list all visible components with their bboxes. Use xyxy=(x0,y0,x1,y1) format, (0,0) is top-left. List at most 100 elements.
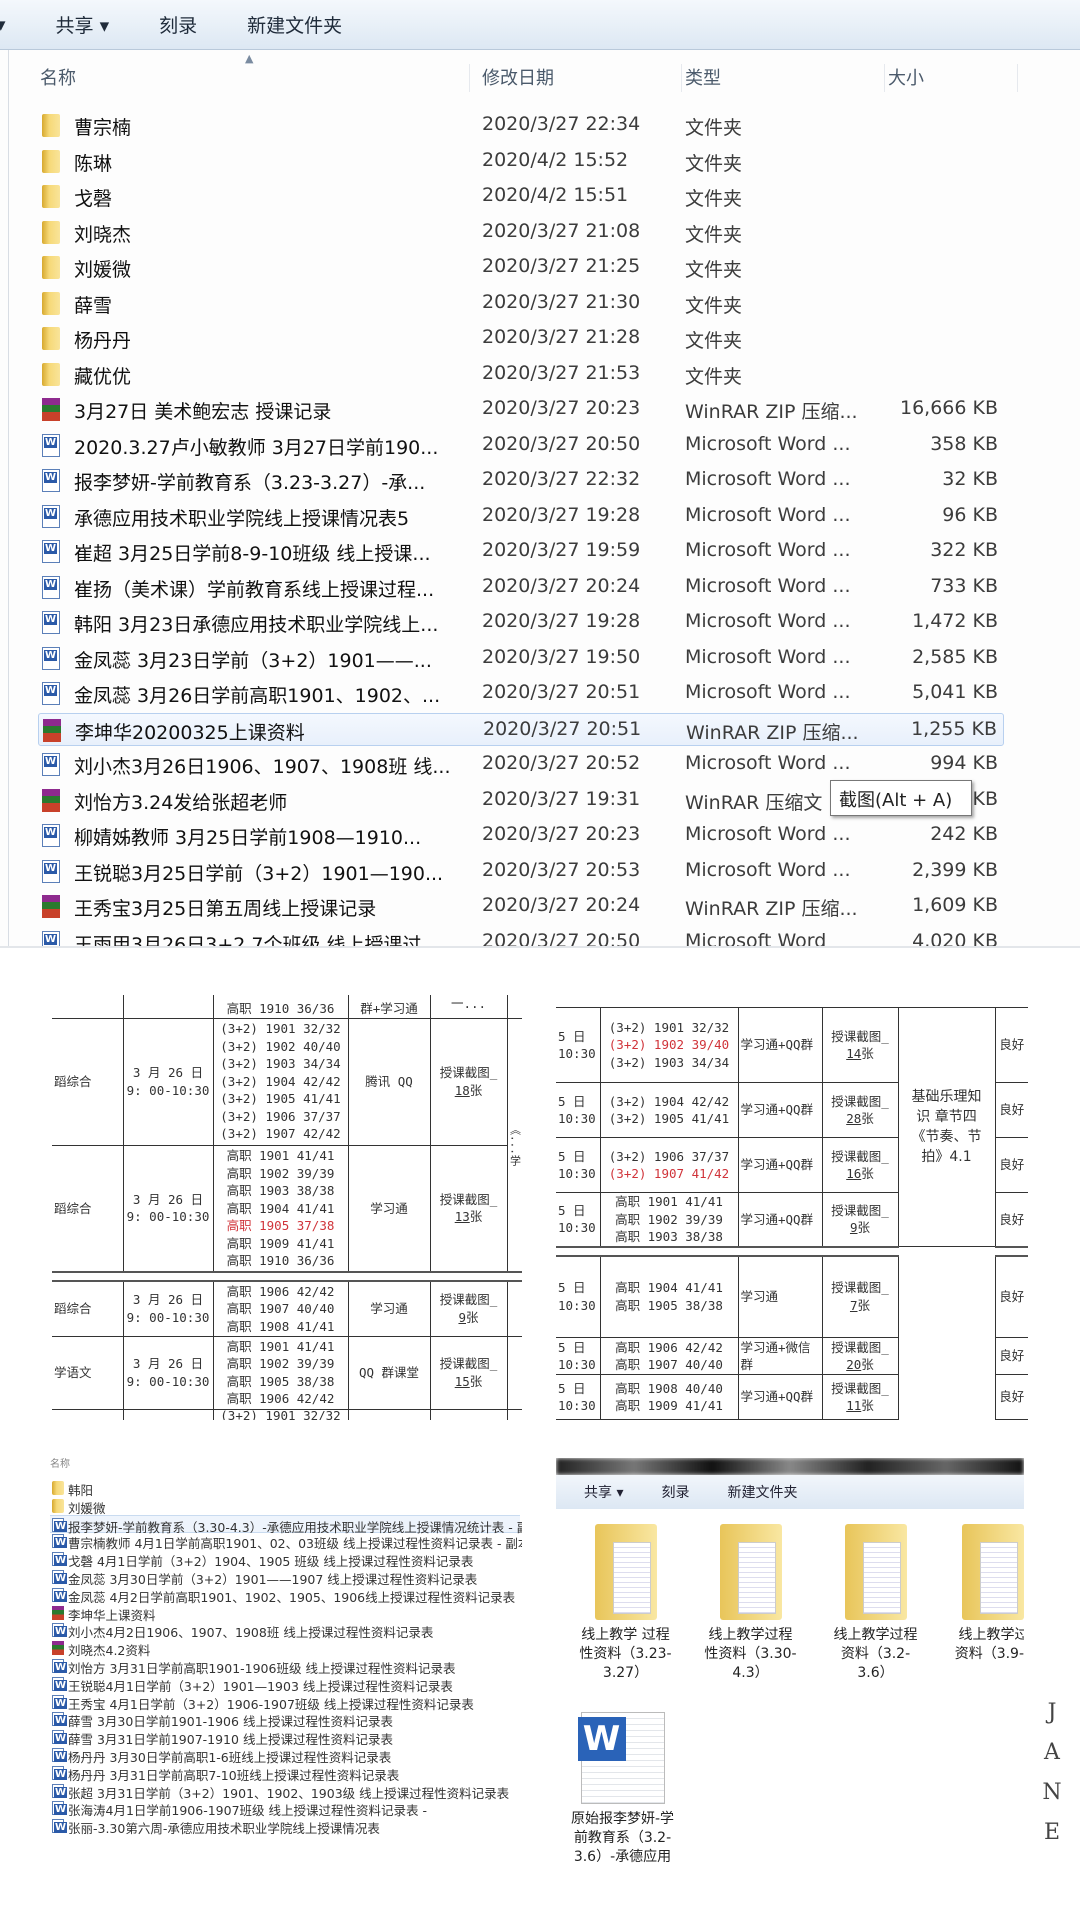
file-row[interactable]: 藏优优 2020/3/27 21:53 文件夹 xyxy=(38,358,1004,391)
file-row[interactable]: 报李梦妍-学前教育系（3.23-3.27）-承... 2020/3/27 22:3… xyxy=(38,464,1004,497)
folder-icon xyxy=(844,1524,907,1620)
file-list-item[interactable]: 刘怡方 3月31日学前高职1901-1906班级 线上授课过程性资料记录表 xyxy=(50,1657,520,1676)
folder-item[interactable]: 线上教学过程性资料（3.30-4.3） xyxy=(703,1524,798,1683)
file-list-item[interactable]: 薛雪 3月30日学前1901-1906 线上授课过程性资料记录表 xyxy=(50,1710,520,1729)
class-attendance: 高职 1909 41/41 xyxy=(615,1398,723,1413)
file-list-item[interactable]: 金凤蕊 3月30日学前（3+2）1901——1907 线上授课过程性资料记录表 xyxy=(50,1568,520,1587)
share-button[interactable]: 共享 ▾ xyxy=(55,15,110,37)
file-list-item[interactable]: 报李梦妍-学前教育系（3.30-4.3）-承德应用技术职业学院线上授课情况统计表… xyxy=(50,1514,522,1535)
folder-icon xyxy=(52,1498,64,1513)
file-row[interactable]: 2020.3.27卢小敏教师 3月27日学前190... 2020/3/27 20… xyxy=(38,429,1004,462)
file-row[interactable]: 金凤蕊 3月23日学前（3+2）1901——... 2020/3/27 19:50… xyxy=(38,642,1004,675)
file-list-item[interactable]: 王秀宝 4月1日学前（3+2）1906-1907班级 线上授课过程性资料记录表 xyxy=(50,1693,520,1712)
rar-icon xyxy=(42,788,60,812)
file-type: Microsoft Word ... xyxy=(685,574,851,597)
file-list-item[interactable]: 李坤华上课资料 xyxy=(50,1604,520,1623)
class-attendance: (3+2) 1903 34/34 xyxy=(220,1056,341,1072)
file-name: 曹宗楠 xyxy=(74,117,132,139)
class-time: 5 日 10:30 xyxy=(556,1137,601,1193)
column-header-name[interactable]: 名称 xyxy=(40,64,470,92)
file-list-item[interactable]: 金凤蕊 4月2日学前高职1901、1902、1905、1906线上授课过程性资料… xyxy=(50,1586,520,1605)
burn-button-2[interactable]: 刻录 xyxy=(661,1485,690,1501)
burn-button[interactable]: 刻录 xyxy=(159,15,198,37)
word-document-item[interactable]: 原始报李梦妍-学前教育系（3.2-3.6）-承德应用技术职业学院 xyxy=(570,1712,675,1868)
file-row[interactable]: 3月27日 美术鲍宏志 授课记录 2020/3/27 20:23 WinRAR ZI… xyxy=(38,393,1004,426)
table-separator xyxy=(556,1245,1028,1257)
file-row[interactable]: 杨丹丹 2020/3/27 21:28 文件夹 xyxy=(38,322,1004,355)
column-header-type[interactable]: 类型 xyxy=(685,64,885,92)
file-row[interactable]: 曹宗楠 2020/3/27 22:34 文件夹 xyxy=(38,109,1004,142)
file-name: 曹宗楠教师 4月1日学前高职1901、02、03班级 线上授课过程性资料记录表 … xyxy=(68,1536,522,1552)
file-row[interactable]: 王锐聪3月25日学前（3+2）1901—190... 2020/3/27 20:5… xyxy=(38,855,1004,888)
file-row[interactable]: 刘怡方3.24发给张超老师 2020/3/27 19:31 WinRAR 压缩文 KB xyxy=(38,784,1004,817)
file-row[interactable]: 刘小杰3月26日1906、1907、1908班 线... 2020/3/27 20… xyxy=(38,748,1004,781)
folder-icon xyxy=(42,220,60,244)
file-list-item[interactable]: 戈磬 4月1日学前（3+2）1904、1905 班级 线上授课过程性资料记录表 xyxy=(50,1550,520,1569)
column-header-name[interactable]: 名称 xyxy=(50,1459,70,1470)
file-row[interactable]: 柳婧姊教师 3月25日学前1908—1910... 2020/3/27 20:23… xyxy=(38,819,1004,852)
file-list-item[interactable]: 刘媛微 xyxy=(50,1497,520,1516)
class-date: 5 日 xyxy=(558,1028,586,1044)
class-attendance: (3+2) 1904 42/42 xyxy=(220,1073,341,1089)
file-date: 2020/3/27 21:30 xyxy=(482,290,641,313)
file-row[interactable]: 王秀宝3月25日第五周线上授课记录 2020/3/27 20:24 WinRAR Z… xyxy=(38,890,1004,923)
file-row[interactable]: 陈琳 2020/4/2 15:52 文件夹 xyxy=(38,145,1004,178)
file-name: 3月27日 美术鲍宏志 授课记录 xyxy=(74,401,332,423)
file-name: 报李梦妍-学前教育系（3.23-3.27）-承... xyxy=(74,472,426,494)
word-icon xyxy=(52,1765,68,1780)
file-row[interactable]: 承德应用技术职业学院线上授课情况表5 2020/3/27 19:28 Microso… xyxy=(38,500,1004,533)
file-list-item[interactable]: 王锐聪4月1日学前（3+2）1901—1903 线上授课过程性资料记录表 xyxy=(50,1675,520,1694)
file-size: 358 KB xyxy=(930,432,998,455)
class-hours: 10:30 xyxy=(558,1111,596,1126)
file-list-item[interactable]: 张丽-3.30第六周-承德应用技术职业学院线上授课情况表 xyxy=(50,1817,520,1836)
file-list-item[interactable]: 韩阳 xyxy=(50,1479,520,1498)
file-list-item[interactable]: 张海涛4月1日学前1906-1907班级 线上授课过程性资料记录表 - xyxy=(50,1799,520,1818)
file-row[interactable]: 刘晓杰 2020/3/27 21:08 文件夹 xyxy=(38,216,1004,249)
file-row[interactable]: 薛雪 2020/3/27 21:30 文件夹 xyxy=(38,287,1004,320)
column-header-size[interactable]: 大小 xyxy=(888,64,1018,92)
file-list-item[interactable]: 杨丹丹 3月31日学前高职7-10班线上授课过程性资料记录表 xyxy=(50,1764,520,1783)
table-row: (3+2) 1901 32/32 xyxy=(52,1408,522,1420)
file-row[interactable]: 韩阳 3月23日承德应用技术职业学院线上... 2020/3/27 19:28 Mi… xyxy=(38,606,1004,639)
file-list-item[interactable]: 张超 3月31日学前（3+2）1901、1902、1903级 线上授课过程性资料… xyxy=(50,1782,520,1801)
new-folder-button[interactable]: 新建文件夹 xyxy=(247,15,343,37)
class-time: 3 月 26 日 9: 00-10:30 xyxy=(122,1017,214,1146)
file-list-item[interactable]: 曹宗楠教师 4月1日学前高职1901、02、03班级 线上授课过程性资料记录表 … xyxy=(50,1532,522,1552)
file-row[interactable]: 刘媛微 2020/3/27 21:25 文件夹 xyxy=(38,251,1004,284)
class-hours: 10:30 xyxy=(558,1297,596,1313)
folder-item[interactable]: 线上教学过程资料（3.9-3.1 xyxy=(953,1524,1024,1664)
file-row[interactable]: 王雨甲3月26日3+2 7个班级 线上授课过 2020/3/27 20:50 Mic… xyxy=(38,926,1004,946)
file-size: 994 KB xyxy=(930,752,998,774)
word-icon xyxy=(42,930,60,946)
file-row[interactable]: 崔超 3月25日学前8-9-10班级 线上授课... 2020/3/27 19:5… xyxy=(38,535,1004,568)
file-row[interactable]: 崔扬（美术课）学前教育系线上授课过程... 2020/3/27 20:24 Micr… xyxy=(38,571,1004,604)
class-attendance: 高职 1901 41/41 xyxy=(615,1194,723,1209)
file-type: 文件夹 xyxy=(685,152,743,175)
screenshot-count: 28 xyxy=(846,1111,862,1126)
file-list-item[interactable]: 薛雪 3月31日学前1907-1910 线上授课过程性资料记录表 xyxy=(50,1728,520,1747)
file-list-item[interactable]: 刘晓杰4.2资料 xyxy=(50,1639,520,1658)
file-name: 刘小杰4月2日1906、1907、1908班 线上授课过程性资料记录表 xyxy=(68,1625,434,1641)
column-header-date[interactable]: 修改日期 xyxy=(482,64,682,92)
table-row: 5 日 10:30 (3+2) 1901 32/32 (3+2) 1902 39/40… xyxy=(556,1007,1028,1247)
toolbar-dropdown-arrow[interactable]: ▾ xyxy=(0,14,6,36)
folder-label: 线上教学 过程性资料（3.23-3.27） xyxy=(579,1627,672,1681)
file-name: 李坤华上课资料 xyxy=(68,1607,156,1623)
screenshot-tooltip: 截图(Alt + A) xyxy=(830,780,972,816)
class-attendance: 高职 1906 42/42 xyxy=(226,1391,335,1406)
pane-border xyxy=(8,50,9,946)
file-list-item[interactable]: 杨丹丹 3月30日学前高职1-6班线上授课过程性资料记录表 xyxy=(50,1746,520,1765)
screenshot-unit: 张 xyxy=(466,1309,479,1325)
class-attendance: 高职 1905 38/38 xyxy=(226,1373,335,1389)
file-row[interactable]: 戈磬 2020/4/2 15:51 文件夹 xyxy=(38,180,1004,213)
class-time: 5 日 10:30 xyxy=(556,1192,601,1247)
share-button-2[interactable]: 共享 ▾ xyxy=(584,1485,624,1501)
file-row[interactable]: 李坤华20200325上课资料 2020/3/27 20:51 WinRAR ZIP… xyxy=(38,712,1004,746)
file-row[interactable]: 金凤蕊 3月26日学前高职1901、1902、... 2020/3/27 20:5… xyxy=(38,677,1004,710)
new-folder-button-2[interactable]: 新建文件夹 xyxy=(727,1485,798,1501)
file-list-item[interactable]: 刘小杰4月2日1906、1907、1908班 线上授课过程性资料记录表 xyxy=(50,1621,520,1641)
folder-item[interactable]: 线上教学过程资料（3.2-3.6） xyxy=(828,1524,923,1683)
platform: 学习通+QQ群 xyxy=(737,1007,823,1083)
word-icon xyxy=(52,1587,68,1602)
folder-item[interactable]: 线上教学 过程性资料（3.23-3.27） xyxy=(578,1524,673,1683)
